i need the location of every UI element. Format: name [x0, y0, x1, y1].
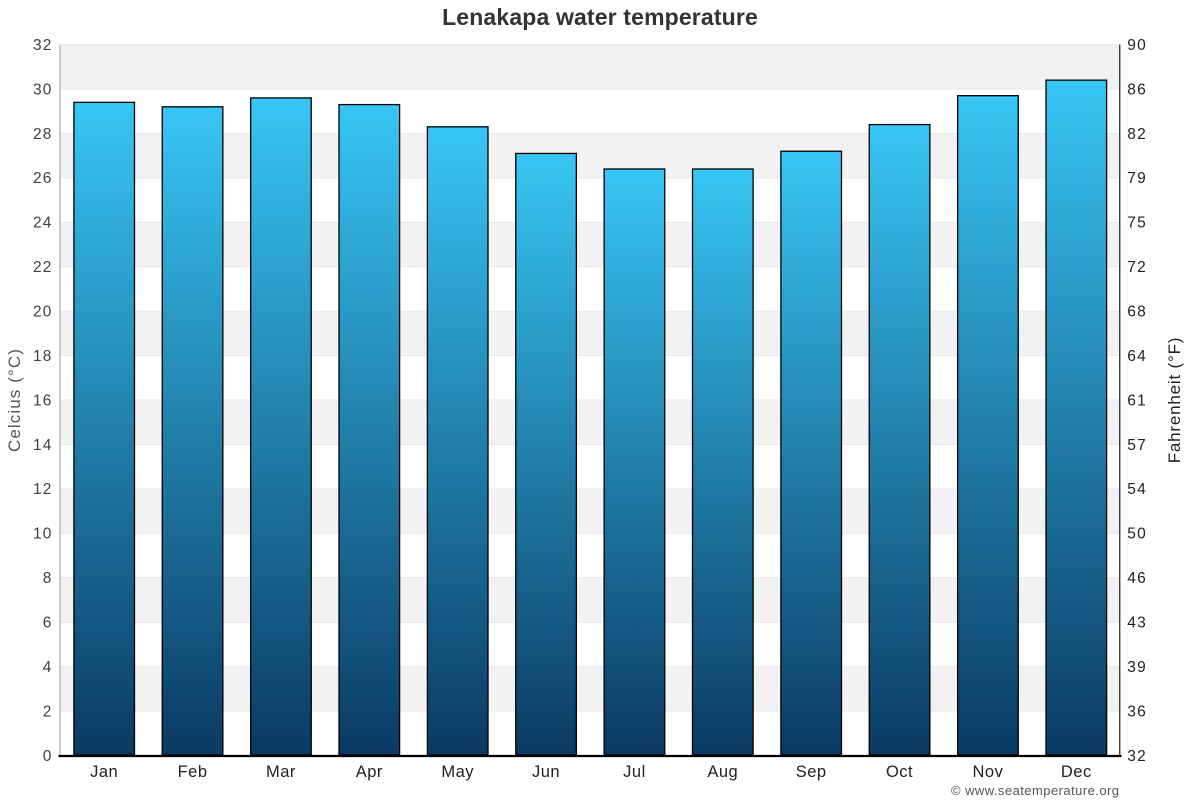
svg-text:54: 54: [1127, 481, 1147, 498]
svg-text:Jan: Jan: [90, 763, 118, 781]
svg-text:4: 4: [43, 659, 53, 676]
svg-text:10: 10: [33, 526, 53, 543]
svg-text:32: 32: [1127, 748, 1147, 765]
svg-text:Celcius (°C): Celcius (°C): [5, 348, 24, 452]
svg-text:Sep: Sep: [796, 763, 827, 781]
svg-text:Oct: Oct: [886, 763, 913, 781]
svg-text:72: 72: [1127, 259, 1147, 276]
svg-text:43: 43: [1127, 615, 1147, 632]
svg-text:Lenakapa water temperature: Lenakapa water temperature: [442, 4, 758, 30]
svg-text:30: 30: [33, 81, 53, 98]
svg-text:2: 2: [43, 703, 53, 720]
svg-text:Fahrenheit (°F): Fahrenheit (°F): [1165, 337, 1184, 464]
svg-text:16: 16: [33, 392, 53, 409]
svg-text:90: 90: [1127, 37, 1147, 54]
svg-text:64: 64: [1127, 348, 1147, 365]
svg-text:68: 68: [1127, 303, 1147, 320]
svg-text:Apr: Apr: [356, 763, 383, 781]
svg-text:Aug: Aug: [707, 763, 738, 781]
svg-text:36: 36: [1127, 703, 1147, 720]
svg-text:Jul: Jul: [623, 763, 646, 781]
svg-text:46: 46: [1127, 570, 1147, 587]
svg-text:57: 57: [1127, 437, 1147, 454]
svg-text:© www.seatemperature.org: © www.seatemperature.org: [951, 783, 1120, 798]
svg-text:Jun: Jun: [532, 763, 560, 781]
svg-text:0: 0: [43, 748, 53, 765]
svg-text:20: 20: [33, 303, 53, 320]
svg-text:75: 75: [1127, 215, 1147, 232]
svg-text:Mar: Mar: [266, 763, 296, 781]
svg-text:Feb: Feb: [178, 763, 208, 781]
svg-text:39: 39: [1127, 659, 1147, 676]
svg-text:86: 86: [1127, 81, 1147, 98]
svg-text:22: 22: [33, 259, 53, 276]
svg-text:May: May: [441, 763, 474, 781]
svg-text:8: 8: [43, 570, 53, 587]
svg-text:82: 82: [1127, 126, 1147, 143]
svg-text:12: 12: [33, 481, 53, 498]
svg-text:26: 26: [33, 170, 53, 187]
svg-text:32: 32: [33, 37, 53, 54]
svg-text:24: 24: [33, 215, 53, 232]
svg-text:18: 18: [33, 348, 53, 365]
svg-text:6: 6: [43, 615, 53, 632]
svg-text:14: 14: [33, 437, 53, 454]
svg-text:Dec: Dec: [1061, 763, 1092, 781]
svg-text:28: 28: [33, 126, 53, 143]
svg-text:61: 61: [1127, 392, 1147, 409]
svg-text:Nov: Nov: [973, 763, 1004, 781]
svg-text:50: 50: [1127, 526, 1147, 543]
svg-text:79: 79: [1127, 170, 1147, 187]
